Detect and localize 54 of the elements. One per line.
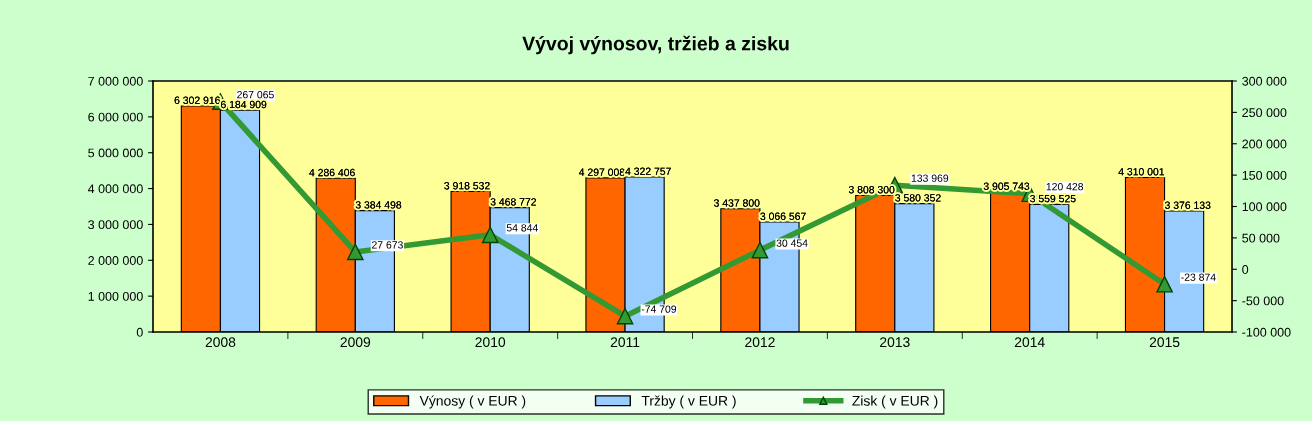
legend-label: Tržby ( v EUR ) [641,395,736,409]
point [481,226,499,244]
x-tick-label: 2012 [745,337,775,348]
x-tick-label: 2008 [205,337,236,348]
data-label: 133 969 [911,174,949,182]
data-label: 3 905 743 [983,182,1030,190]
data-label: 6 184 909 [220,100,267,109]
data-label: 3 066 567 [760,212,806,220]
y-tick-label: 6 000 000 [88,112,143,122]
data-label: 3 437 800 [714,199,760,207]
data-label: 30 454 [776,239,808,247]
data-label: -74 709 [641,305,677,313]
x-tick-label: 2014 [1014,337,1045,348]
x-tick-label: 2015 [1149,337,1180,348]
x-tick-label: 2013 [880,337,910,348]
y2-tick-label: 250 000 [1242,108,1287,118]
data-label: 3 384 498 [355,201,402,209]
y-tick-label: 4 000 000 [87,184,143,194]
y2-tick-label: 0 [1242,265,1249,274]
data-label: 120 428 [1046,182,1084,191]
y2-tick-label: 50 000 [1242,233,1280,243]
y2-tick-label: -100 000 [1242,327,1291,337]
point [616,307,634,325]
y-tick-label: 3 000 000 [88,220,143,230]
y-tick-label: 7 000 000 [88,76,143,86]
data-label: 267 065 [237,90,274,99]
chart-title: Vývoj výnosov, tržieb a zisku [522,35,789,55]
y2-tick-label: 300 000 [1242,76,1287,86]
data-label: 3 808 300 [848,186,895,194]
point [751,241,769,259]
data-label: 4 286 406 [309,168,355,177]
data-label: -23 874 [1181,273,1216,281]
x-tick-label: 2009 [340,337,371,348]
data-label: 4 297 008 [578,168,625,176]
legend-label: Výnosy ( v EUR ) [419,395,526,409]
data-label: 3 918 532 [444,182,490,190]
y-tick-label: 0 [136,327,143,337]
point [346,243,364,261]
data-label: 4 310 001 [1118,168,1165,176]
data-label: 3 580 352 [895,194,941,202]
data-label: 27 673 [372,241,403,249]
legend-label: Zisk ( v EUR ) [852,395,938,409]
data-label: 3 376 133 [1164,201,1211,209]
y-tick-label: 5 000 000 [88,148,143,158]
y2-tick-label: 200 000 [1242,139,1287,149]
data-label: 54 844 [506,224,538,232]
y2-tick-label: 100 000 [1242,202,1287,212]
y2-tick-label: -50 000 [1242,296,1284,306]
y2-tick-label: 150 000 [1242,170,1287,180]
point [1156,275,1173,293]
x-tick-label: 2011 [610,337,640,348]
x-tick-label: 2010 [475,337,506,348]
y-tick-label: 2 000 000 [88,256,143,265]
y-tick-label: 1 000 000 [88,291,143,301]
